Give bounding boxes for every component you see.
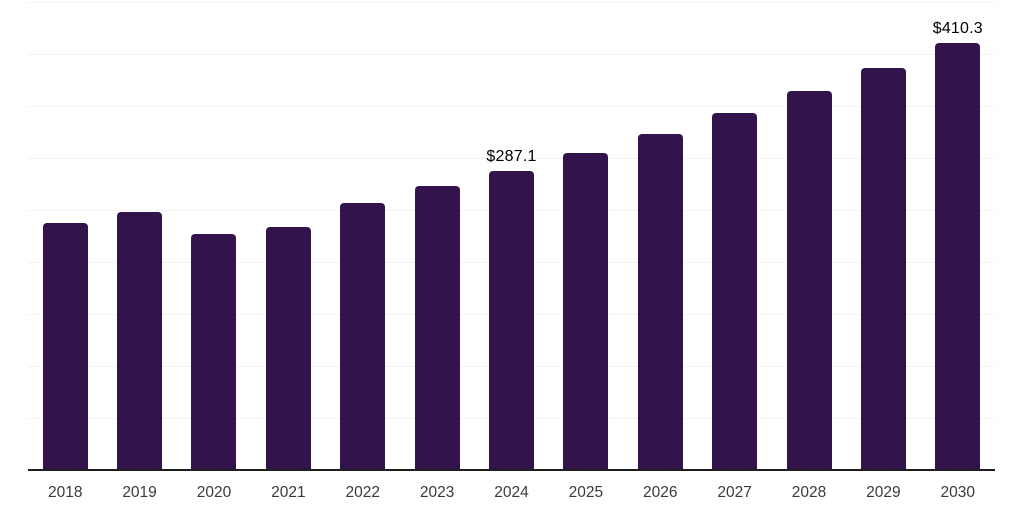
x-tick-2026: 2026: [643, 484, 678, 501]
plot-area: $287.1 $410.3: [28, 2, 995, 470]
bar-2027: [712, 113, 758, 470]
x-tick-2023: 2023: [419, 484, 455, 501]
bar-2028: [786, 91, 832, 470]
bar-value-label-2024: $287.1: [486, 148, 537, 166]
x-tick-2029: 2029: [866, 484, 901, 501]
gridline-300: [28, 158, 995, 159]
bar-2019: [117, 211, 163, 470]
bar-2024: [489, 171, 534, 470]
bar-2018: [42, 223, 88, 470]
x-tick-2019: 2019: [122, 484, 157, 501]
x-tick-2018: 2018: [47, 484, 83, 501]
bar-2023: [414, 186, 460, 470]
bar-2021: [265, 226, 311, 470]
x-tick-2028: 2028: [791, 484, 827, 501]
bar-2030: [935, 43, 981, 470]
gridline-350: [28, 106, 995, 107]
x-tick-2030: 2030: [940, 484, 976, 501]
x-tick-2022: 2022: [345, 484, 380, 501]
x-tick-2024: 2024: [494, 484, 529, 501]
bar-2020: [191, 233, 237, 470]
bar-value-label-2030: $410.3: [932, 20, 983, 38]
bar-2026: [637, 133, 683, 470]
gridline-450: [28, 2, 995, 3]
bar-2022: [340, 203, 386, 470]
x-tick-2025: 2025: [568, 484, 604, 501]
x-tick-2020: 2020: [196, 484, 232, 501]
bar-2025: [563, 153, 609, 470]
x-tick-2021: 2021: [271, 484, 306, 501]
x-axis-line: [28, 469, 995, 471]
bar-2029: [860, 67, 906, 470]
x-axis-labels: 2018 2019 2020 2021 2022 2023 2024 2025 2026 2027…: [28, 483, 995, 503]
x-tick-2027: 2027: [717, 484, 752, 501]
gridline-400: [28, 54, 995, 55]
